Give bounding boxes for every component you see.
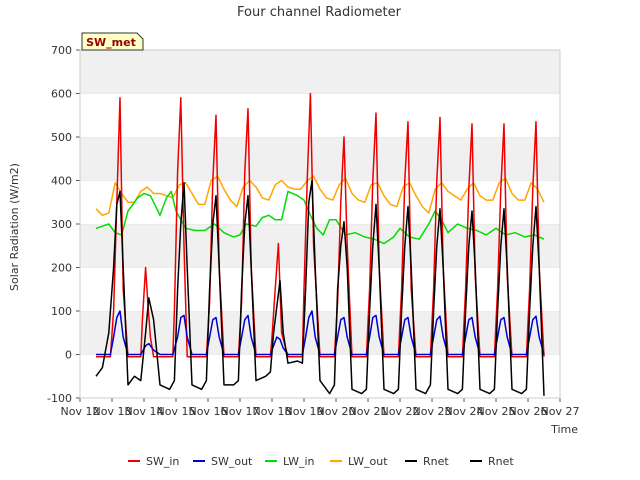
y-tick-label: 100 [51,305,72,318]
y-tick-label: 300 [51,218,72,231]
badge: SW_met [81,32,144,51]
plot-frame [79,49,561,399]
x-tick-label: Nov 14 [125,405,164,418]
badge-label: SW_met [86,36,136,49]
x-tick-label: Nov 26 [509,405,548,418]
chart-title: Four channel Radiometer [237,5,402,20]
y-tick-label: 0 [65,349,72,362]
legend-label: LW_out [348,455,388,468]
x-tick-label: Nov 27 [541,405,580,418]
y-tick-label: 200 [51,262,72,275]
x-tick-label: Nov 22 [381,405,420,418]
x-tick-label: Nov 18 [253,405,292,418]
legend-label: Rnet [423,455,449,468]
x-tick-label: Nov 15 [157,405,196,418]
x-tick-label: Nov 24 [445,405,484,418]
grid-band [80,267,560,311]
grid-band [80,50,560,94]
series-line-lw_in [95,190,545,245]
x-axis-label: Time [550,423,578,436]
y-tick-label: -100 [47,392,72,405]
legend-label: Rnet [488,455,514,468]
legend-label: LW_in [283,455,315,468]
series-line-rnet [95,179,545,396]
y-axis: -100 0 100 200 300 400 500 600 700 [47,44,80,405]
x-tick-label: Nov 23 [413,405,452,418]
x-tick-label: Nov 13 [93,405,132,418]
y-axis-label: Solar Radiation (W/m2) [8,163,21,291]
y-tick-label: 400 [51,175,72,188]
x-tick-label: Nov 16 [189,405,228,418]
x-tick-label: Nov 21 [349,405,388,418]
series-line-sw_out [96,310,545,356]
x-tick-label: Nov 20 [317,405,356,418]
legend-label: SW_in [146,455,179,468]
badge-box [81,32,144,51]
legend-label: SW_out [211,455,253,468]
legend: SW_in SW_out LW_in LW_out Rnet Rnet [128,455,514,468]
y-tick-label: 700 [51,44,72,57]
x-tick-label: Nov 19 [285,405,324,418]
grid-bands [80,49,560,398]
grid-band [80,93,560,137]
y-tick-label: 500 [51,131,72,144]
x-tick-label: Nov 12 [61,405,100,418]
grid-band [80,137,560,181]
grid-band [80,180,560,224]
x-tick-label: Nov 17 [221,405,260,418]
series-line-sw_in [96,92,545,358]
x-tick-label: Nov 25 [477,405,516,418]
series-lines [95,92,545,396]
y-tick-label: 600 [51,88,72,101]
